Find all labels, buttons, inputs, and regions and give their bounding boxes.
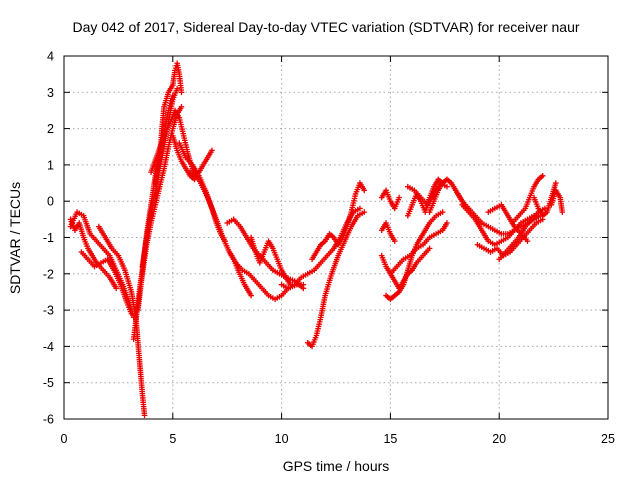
data-series-arc-15 <box>248 234 294 288</box>
data-point <box>539 172 546 179</box>
data-series-arc-23 <box>378 220 398 244</box>
data-point <box>174 85 180 92</box>
data-point <box>209 147 215 154</box>
y-tick-label: 1 <box>47 158 54 172</box>
data-point <box>248 292 254 299</box>
data-point <box>426 245 433 252</box>
data-series-arc-22 <box>378 187 402 212</box>
data-series-arc-18 <box>309 180 368 263</box>
data-series-arc-04 <box>96 223 148 419</box>
data-point <box>552 180 559 186</box>
data-point <box>396 194 402 201</box>
data-series-arc-31 <box>496 205 548 263</box>
x-tick-label: 15 <box>383 432 397 446</box>
y-tick-label: -2 <box>43 267 54 281</box>
data-point <box>178 104 185 110</box>
y-tick-label: 4 <box>47 50 54 64</box>
data-series-arc-28 <box>459 202 537 248</box>
x-tick-label: 5 <box>169 432 176 446</box>
data-series-arc-03 <box>78 249 135 317</box>
data-series-arc-14 <box>226 249 307 303</box>
y-tick-label: 2 <box>47 122 54 136</box>
y-axis-title: SDTVAR / TECUs <box>7 182 23 294</box>
data-point <box>391 238 398 244</box>
chart-title: Day 042 of 2017, Sidereal Day-to-day VTE… <box>72 19 579 35</box>
data-point <box>361 187 368 194</box>
data-point <box>439 209 446 215</box>
data-series-arc-19 <box>383 209 446 303</box>
data-point <box>361 209 368 215</box>
marks-layer <box>67 60 566 419</box>
data-point <box>357 205 363 212</box>
data-series-arc-17 <box>304 209 368 350</box>
y-tick-label: -1 <box>43 231 54 245</box>
data-series-arc-34 <box>548 187 566 215</box>
x-tick-label: 25 <box>601 432 615 446</box>
y-tick-label: -4 <box>43 340 54 354</box>
data-point <box>559 209 566 215</box>
plot-frame <box>63 55 609 420</box>
axis-layer: 0 5 10 15 20 25 -6 -5 -4 -3 -2 -1 0 1 2 3 4 <box>43 50 615 447</box>
data-point <box>444 220 450 226</box>
data-point <box>524 238 531 244</box>
y-tick-label: -5 <box>43 376 54 390</box>
data-series-arc-32 <box>509 172 546 226</box>
data-point <box>141 412 148 419</box>
data-series-arc-21 <box>387 220 450 277</box>
x-tick-label: 0 <box>61 432 68 446</box>
x-axis-title: GPS time / hours <box>283 458 390 474</box>
y-tick-label: 0 <box>47 195 54 209</box>
y-tick-label: -3 <box>43 304 54 318</box>
data-series-arc-07 <box>139 85 180 270</box>
data-point <box>444 183 450 190</box>
y-tick-label: 3 <box>47 86 54 100</box>
x-tick-label: 20 <box>492 432 506 446</box>
data-point <box>178 89 185 96</box>
y-tick-label: -6 <box>43 413 54 427</box>
data-series-arc-02 <box>67 216 120 292</box>
data-point <box>300 281 307 288</box>
data-series-arc-12 <box>187 169 254 299</box>
x-tick-label: 10 <box>275 432 289 446</box>
data-point <box>113 285 120 292</box>
